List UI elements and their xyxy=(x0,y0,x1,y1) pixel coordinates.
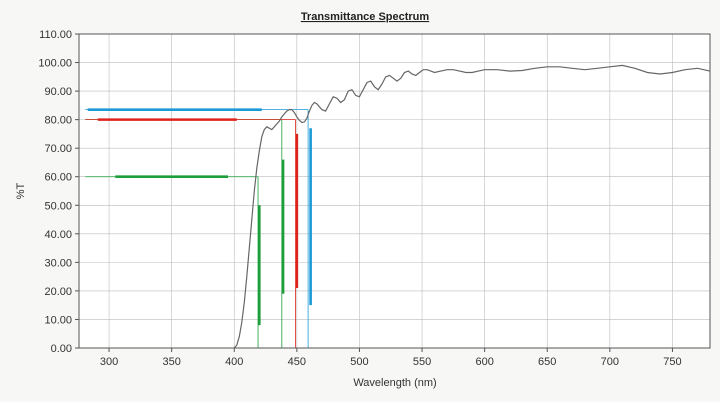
y-tick-label: 90.00 xyxy=(44,86,72,98)
x-tick-label: 600 xyxy=(475,356,493,368)
x-tick-label: 350 xyxy=(162,356,180,368)
x-tick-label: 650 xyxy=(538,356,556,368)
x-axis-ticks: 300 350 400 450 500 550 600 650 700 750 xyxy=(100,348,682,368)
y-tick-label: 20.00 xyxy=(44,286,72,298)
plot-frame xyxy=(78,33,711,349)
y-axis-label: %T xyxy=(15,182,27,199)
y-tick-label: 40.00 xyxy=(44,229,72,241)
chart-title: Transmittance Spectrum xyxy=(301,11,430,23)
highlight-bars xyxy=(87,108,312,326)
y-tick-label: 70.00 xyxy=(44,143,72,155)
x-tick-label: 400 xyxy=(225,356,243,368)
y-axis-ticks: 0.00 10.00 20.00 30.00 40.00 50.00 60.00 70.00 8… xyxy=(38,29,79,355)
y-tick-label: 110.00 xyxy=(39,29,72,41)
x-tick-label: 700 xyxy=(601,356,619,368)
plot-background xyxy=(79,34,710,348)
x-tick-label: 300 xyxy=(100,356,118,368)
x-axis-label: Wavelength (nm) xyxy=(353,377,436,389)
y-tick-label: 10.00 xyxy=(44,314,72,326)
y-tick-label: 0.00 xyxy=(51,343,72,355)
x-tick-label: 550 xyxy=(413,356,431,368)
y-tick-label: 100.00 xyxy=(38,58,72,70)
series-line xyxy=(233,64,711,349)
x-tick-label: 750 xyxy=(663,356,681,368)
y-tick-label: 60.00 xyxy=(44,172,72,184)
x-tick-label: 450 xyxy=(288,356,306,368)
y-tick-label: 80.00 xyxy=(44,115,72,127)
y-tick-label: 30.00 xyxy=(44,257,72,269)
x-tick-label: 500 xyxy=(350,356,368,368)
y-tick-label: 50.00 xyxy=(44,200,72,212)
